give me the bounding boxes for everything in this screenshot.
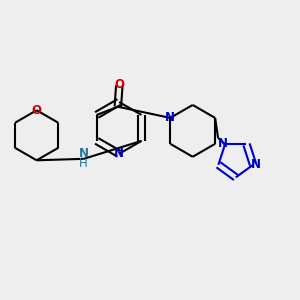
Text: O: O [32,104,42,117]
Text: N: N [250,158,260,171]
Text: N: N [79,147,89,160]
Text: N: N [114,147,124,160]
Text: N: N [165,111,175,124]
Text: N: N [218,137,228,150]
Text: O: O [114,77,124,91]
Text: H: H [80,157,88,170]
